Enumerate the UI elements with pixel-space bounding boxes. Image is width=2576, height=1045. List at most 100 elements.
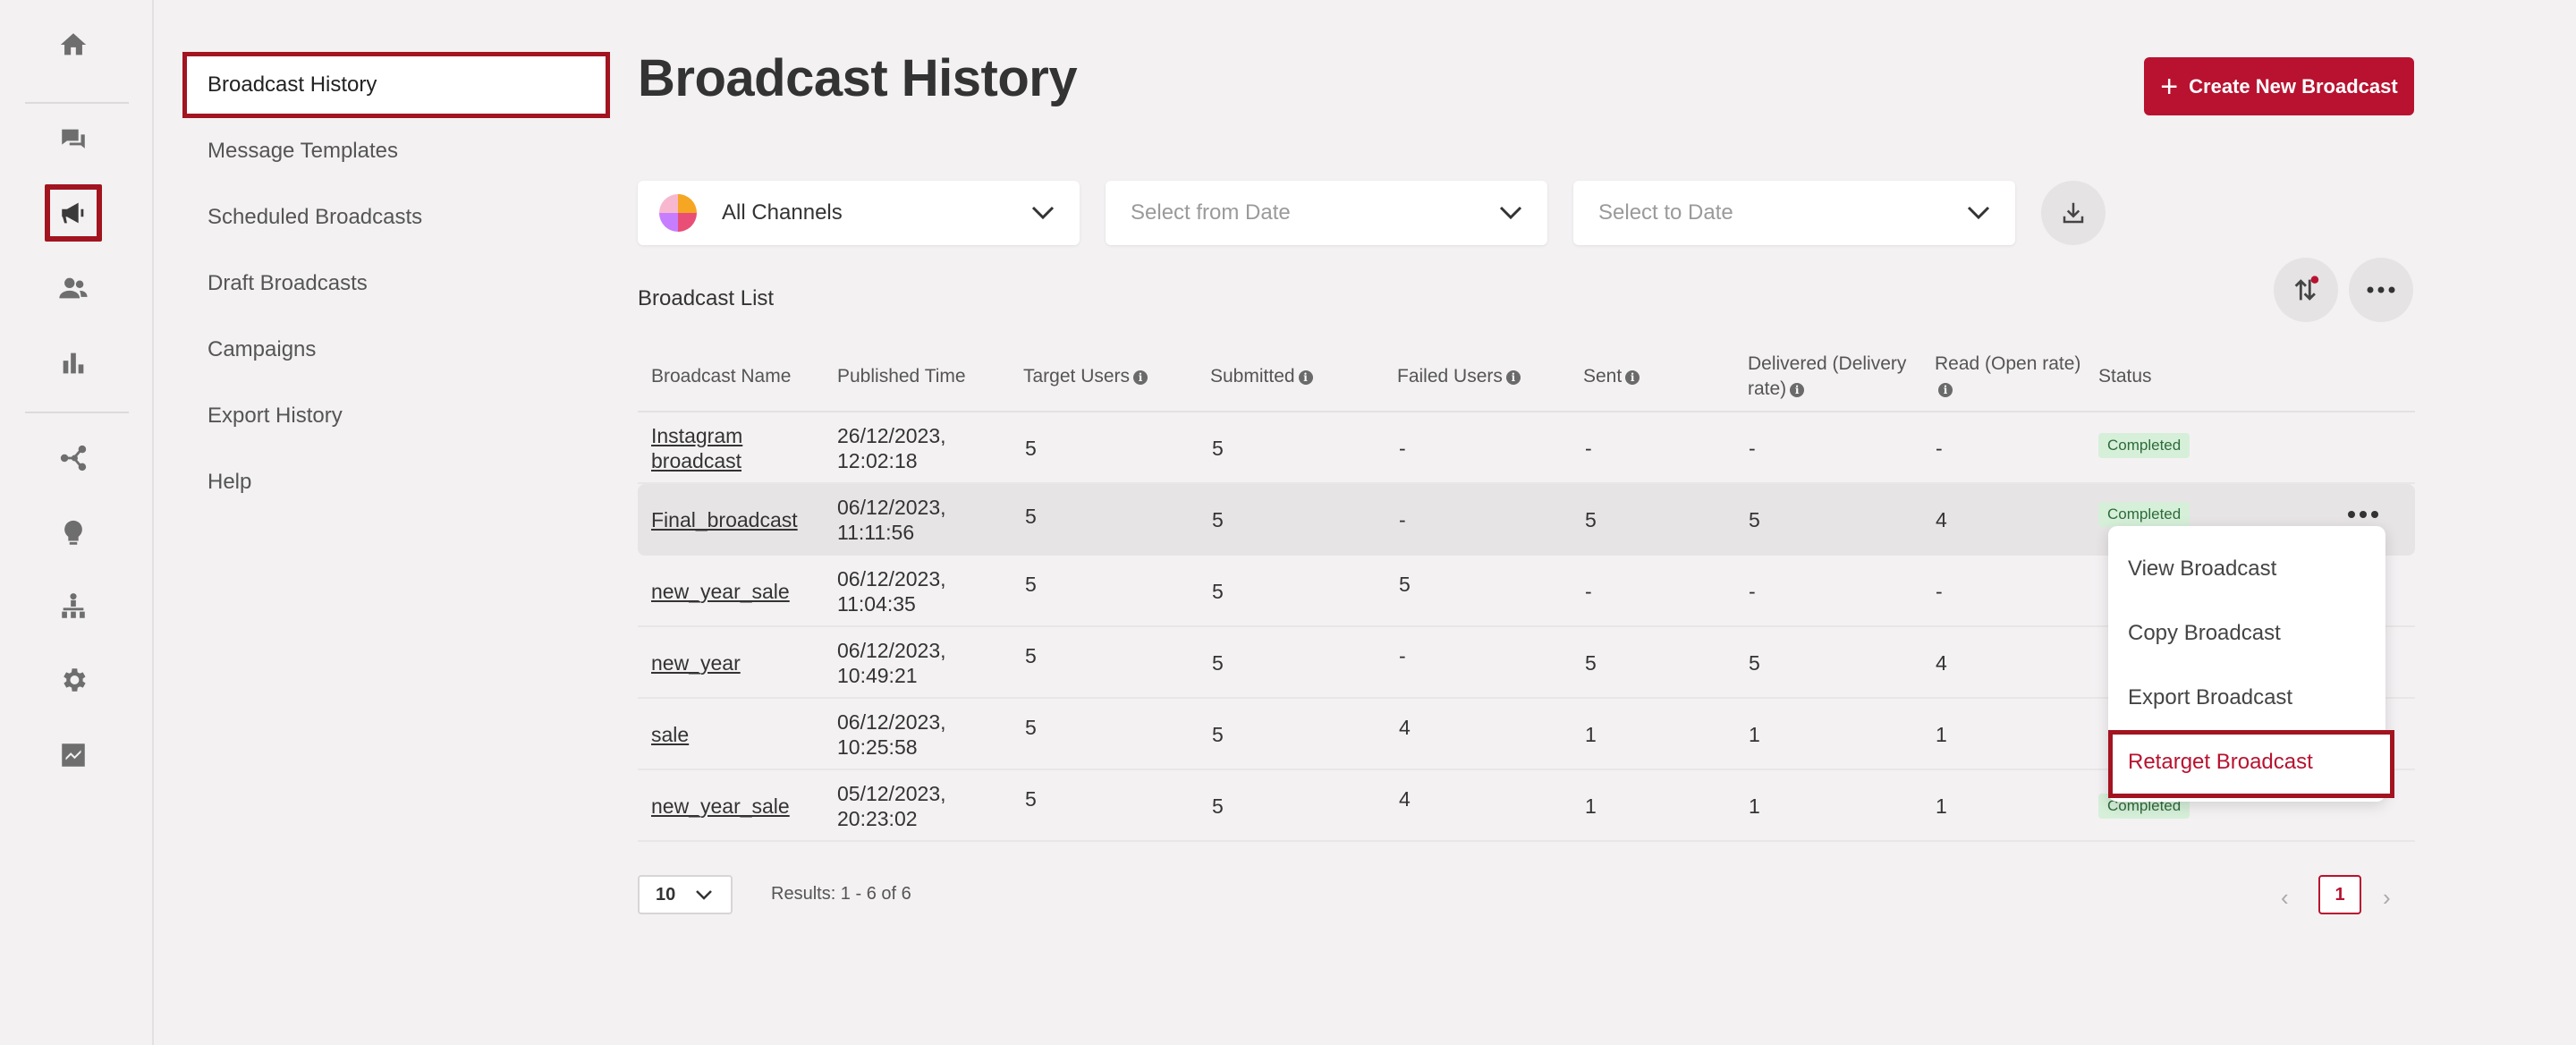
info-icon[interactable]: i	[1790, 383, 1805, 397]
bar-chart-icon[interactable]	[45, 335, 102, 392]
list-more-button[interactable]	[2349, 258, 2413, 322]
info-icon[interactable]: i	[1133, 370, 1148, 385]
col-read[interactable]: Read (Open rate) i	[1935, 352, 2080, 402]
published-date: 06/12/2023,	[837, 496, 946, 519]
published-time: 06/12/2023, 10:49:21	[837, 638, 946, 688]
published-date: 26/12/2023,	[837, 424, 946, 447]
sent-value: 1	[1585, 794, 1597, 818]
broadcast-name-link[interactable]: new_year	[651, 650, 741, 675]
published-time: 06/12/2023, 11:11:56	[837, 495, 946, 545]
read-value: 1	[1936, 723, 1947, 746]
table-row[interactable]: new_year_sale 05/12/2023, 20:23:02 5 5 4 …	[638, 770, 2415, 842]
delivered-value: 5	[1749, 651, 1760, 675]
broadcast-name-line: new_year	[651, 651, 741, 675]
subnav-broadcast-history[interactable]: Broadcast History	[182, 52, 610, 118]
table-row[interactable]: new_year_sale 06/12/2023, 11:04:35 5 5 5 …	[638, 556, 2415, 627]
delivered-value: 1	[1749, 723, 1760, 746]
col-target-users[interactable]: Target Users i	[1023, 364, 1148, 389]
status-badge: Completed	[2098, 502, 2190, 527]
info-icon[interactable]: i	[1298, 370, 1313, 385]
org-chart-icon[interactable]	[45, 578, 102, 635]
failed-users-value: -	[1399, 508, 1406, 531]
submitted-value: 5	[1212, 651, 1224, 675]
col-delivered-label: Delivered (Delivery	[1748, 353, 1907, 374]
menu-retarget-broadcast[interactable]: Retarget Broadcast	[2108, 730, 2394, 798]
info-icon[interactable]: i	[1505, 370, 1521, 385]
col-failed-users[interactable]: Failed Users i	[1397, 364, 1521, 389]
broadcast-name-link[interactable]: new_year_sale	[651, 579, 790, 604]
more-horizontal-icon	[2367, 286, 2395, 293]
menu-view-broadcast[interactable]: View Broadcast	[2128, 556, 2277, 581]
broadcast-list-title: Broadcast List	[638, 286, 775, 310]
prev-page-icon[interactable]: ‹	[2281, 884, 2289, 911]
bulb-icon[interactable]	[45, 505, 102, 562]
published-time: 06/12/2023, 10:25:58	[837, 709, 946, 760]
integrations-icon[interactable]	[45, 726, 102, 784]
home-icon[interactable]	[45, 16, 102, 73]
gear-icon[interactable]	[45, 651, 102, 709]
published-clock: 11:11:56	[837, 521, 915, 544]
table-row[interactable]: Instagram broadcast 26/12/2023, 12:02:18 5…	[638, 412, 2415, 484]
to-date-placeholder: Select to Date	[1598, 200, 1733, 225]
col-submitted-label: Submitted	[1210, 366, 1295, 387]
submitted-value: 5	[1212, 508, 1224, 531]
subnav-draft-broadcasts[interactable]: Draft Broadcasts	[208, 271, 368, 295]
subnav-help[interactable]: Help	[208, 470, 252, 494]
target-users-value: 5	[1025, 505, 1037, 528]
menu-copy-broadcast[interactable]: Copy Broadcast	[2128, 621, 2281, 645]
broadcast-name-link[interactable]: Instagram broadcast	[651, 423, 742, 473]
failed-users-value: 5	[1399, 573, 1411, 596]
subnav-campaigns[interactable]: Campaigns	[208, 337, 317, 361]
info-icon[interactable]: i	[1938, 383, 1953, 397]
megaphone-icon[interactable]	[45, 184, 102, 242]
subnav-message-templates[interactable]: Message Templates	[208, 139, 398, 163]
flow-icon[interactable]	[45, 429, 102, 487]
col-submitted[interactable]: Submitted i	[1210, 364, 1313, 389]
sort-button[interactable]	[2274, 258, 2338, 322]
broadcast-name-link[interactable]: new_year_sale	[651, 794, 790, 819]
row-more-button[interactable]	[2348, 511, 2378, 518]
broadcast-name-link[interactable]: Final_broadcast	[651, 507, 798, 532]
page-number-current[interactable]: 1	[2318, 875, 2361, 914]
failed-users-value: -	[1399, 437, 1406, 460]
icon-rail	[0, 0, 154, 1045]
to-date-select[interactable]: Select to Date	[1573, 181, 2015, 245]
page-size-select[interactable]: 10	[638, 875, 733, 914]
submitted-value: 5	[1212, 437, 1224, 460]
chevron-down-icon	[696, 890, 713, 900]
col-delivered[interactable]: Delivered (Delivery rate) i	[1748, 352, 1906, 402]
subnav-scheduled-broadcasts[interactable]: Scheduled Broadcasts	[208, 205, 423, 229]
users-icon[interactable]	[45, 259, 102, 317]
download-button[interactable]	[2041, 181, 2106, 245]
chat-icon[interactable]	[45, 111, 102, 168]
table-row[interactable]: sale 06/12/2023, 10:25:58 5 5 4 1 1 1	[638, 699, 2415, 770]
col-sent[interactable]: Sent i	[1583, 364, 1640, 389]
sub-navigation: Broadcast History Message Templates Sche…	[182, 52, 610, 515]
table-row[interactable]: new_year 06/12/2023, 10:49:21 5 5 - 5 5 4	[638, 627, 2415, 699]
page-size-value: 10	[656, 884, 676, 905]
status-badge: Completed	[2098, 433, 2190, 458]
info-icon[interactable]: i	[1625, 370, 1640, 385]
read-value: -	[1936, 580, 1943, 603]
table-header: Broadcast Name Published Time Target Use…	[638, 344, 2415, 412]
published-date: 06/12/2023,	[837, 639, 946, 662]
col-sent-label: Sent	[1583, 366, 1623, 387]
col-broadcast-name[interactable]: Broadcast Name	[651, 366, 792, 387]
failed-users-value: 4	[1399, 787, 1411, 811]
col-published-time[interactable]: Published Time	[837, 366, 966, 387]
broadcast-name-link[interactable]: sale	[651, 722, 689, 747]
next-page-icon[interactable]: ›	[2383, 884, 2391, 911]
from-date-select[interactable]: Select from Date	[1106, 181, 1547, 245]
create-new-broadcast-button[interactable]: + Create New Broadcast	[2144, 57, 2414, 115]
channel-select[interactable]: All Channels	[638, 181, 1080, 245]
subnav-export-history[interactable]: Export History	[208, 404, 343, 428]
download-icon	[2063, 202, 2084, 224]
sent-value: -	[1585, 580, 1592, 603]
broadcast-name-line: new_year_sale	[651, 794, 790, 818]
col-read-label: Read (Open rate)	[1935, 353, 2081, 374]
col-failed-users-label: Failed Users	[1397, 366, 1503, 387]
menu-export-broadcast[interactable]: Export Broadcast	[2128, 685, 2293, 709]
submitted-value: 5	[1212, 580, 1224, 603]
sent-value: 5	[1585, 651, 1597, 675]
rail-divider	[25, 412, 129, 413]
